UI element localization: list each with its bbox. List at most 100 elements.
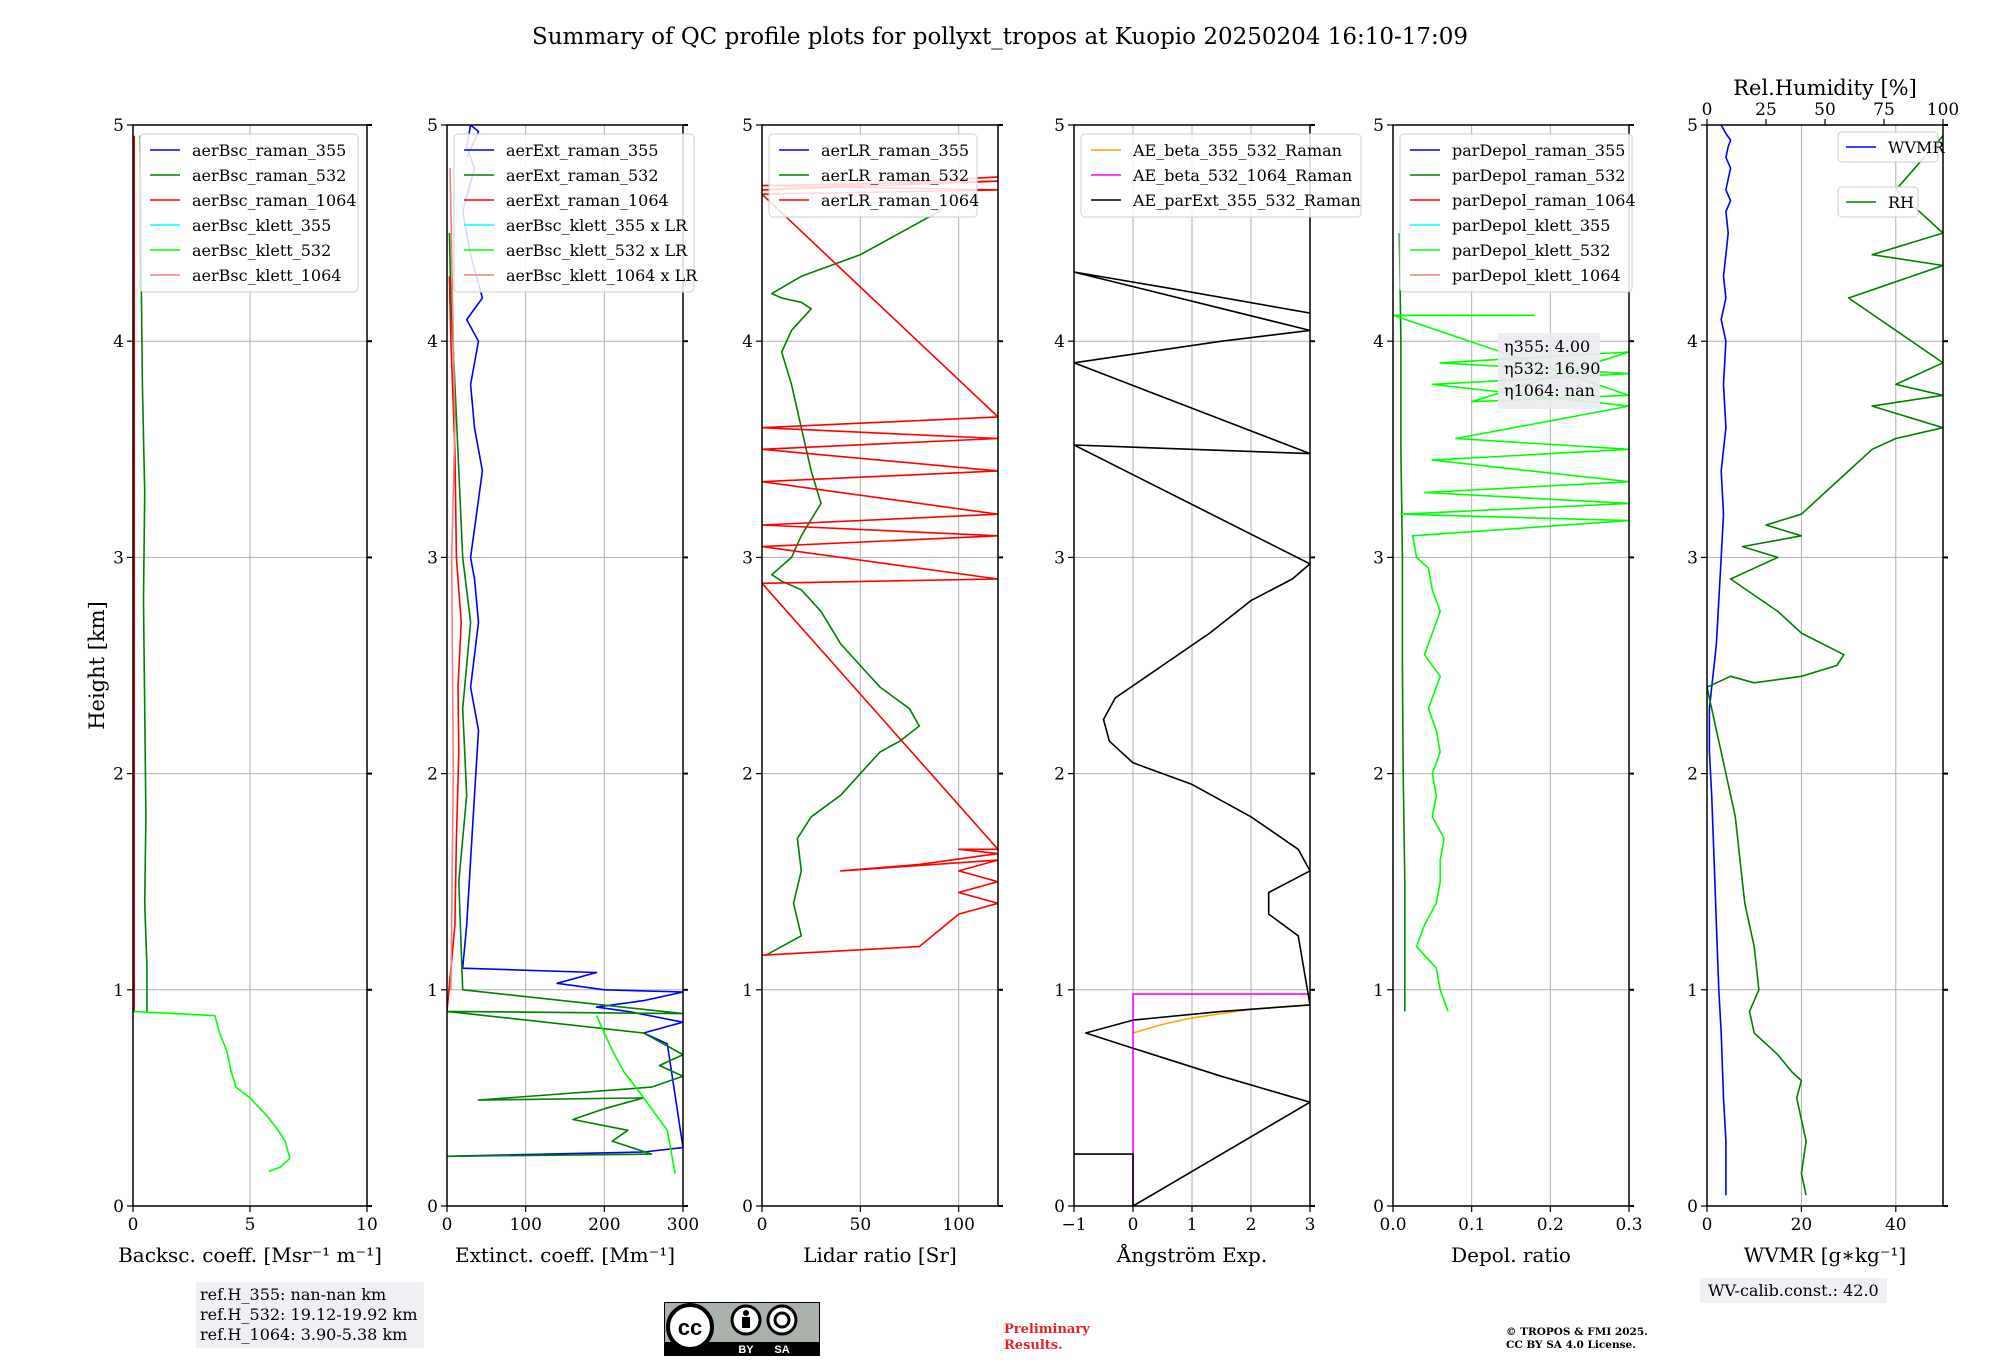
preliminary-results-label: Preliminary Results. bbox=[1004, 1322, 1090, 1354]
legend-entry: aerBsc_klett_355 bbox=[192, 216, 331, 235]
copyright-line-2: CC BY SA 4.0 License. bbox=[1506, 1339, 1636, 1351]
y-tick-label: 3 bbox=[113, 548, 124, 568]
legend-entry: parDepol_raman_355 bbox=[1452, 141, 1625, 160]
legend-entry: aerBsc_raman_1064 bbox=[192, 191, 357, 210]
eta-annotation: η355: 4.00 η532: 16.90 η1064: nan bbox=[1498, 333, 1600, 409]
legend-entry: aerBsc_klett_1064 bbox=[192, 266, 341, 285]
y-tick-label: 2 bbox=[113, 765, 124, 785]
x-tick-label: 0 bbox=[1128, 1215, 1139, 1235]
legend-entry: aerLR_raman_532 bbox=[821, 166, 969, 185]
legend-entry: aerBsc_klett_532 x LR bbox=[506, 241, 688, 260]
y-tick-label: 4 bbox=[1373, 332, 1384, 352]
legend-box bbox=[1837, 131, 1939, 163]
y-tick-label: 4 bbox=[742, 332, 753, 352]
annotation-line: η355: 4.00 bbox=[1504, 337, 1590, 356]
x-axis-label: Backsc. coeff. [Msr⁻¹ m⁻¹] bbox=[118, 1243, 382, 1267]
x-tick-label: 3 bbox=[1305, 1215, 1316, 1235]
y-tick-label: 5 bbox=[1054, 116, 1065, 136]
wv-calibration-constant: WV-calib.const.: 42.0 bbox=[1708, 1281, 1879, 1300]
legend-box bbox=[139, 133, 359, 293]
legend-box bbox=[1837, 186, 1919, 218]
legend: aerLR_raman_355 aerLR_raman_532 aerLR_rama… bbox=[768, 133, 979, 218]
grid bbox=[1706, 124, 1943, 1207]
y-tick-label: 0 bbox=[1373, 1197, 1384, 1217]
x2-tick-label: 0 bbox=[1702, 100, 1713, 120]
series-line-aerBsc_klett_532 x LR bbox=[595, 1015, 676, 1174]
figure-title: Summary of QC profile plots for pollyxt_… bbox=[532, 24, 1468, 50]
y-tick-label: 4 bbox=[427, 332, 438, 352]
y-tick-label: 0 bbox=[427, 1197, 438, 1217]
x-tick-label: 200 bbox=[588, 1215, 620, 1235]
legend-entry: RH bbox=[1888, 193, 1914, 212]
x2-tick-label: 75 bbox=[1873, 100, 1895, 120]
legend-entry: aerLR_raman_1064 bbox=[821, 191, 979, 210]
y-tick-label: 1 bbox=[427, 981, 438, 1001]
legend-entry: aerExt_raman_355 bbox=[506, 141, 659, 160]
y-tick-label: 2 bbox=[1373, 765, 1384, 785]
legend: parDepol_raman_355 parDepol_raman_532 parD… bbox=[1399, 133, 1636, 293]
series-group bbox=[133, 135, 291, 1173]
x-tick-label: 0 bbox=[442, 1215, 453, 1235]
by-label: BY bbox=[738, 1344, 754, 1356]
legend-box bbox=[453, 133, 695, 293]
subplot-5: 0.0 0.1 0.2 0.3 0 1 2 3 4 5 Depol. ratio parDepol_r… bbox=[1373, 116, 1642, 1267]
y-tick-label: 1 bbox=[113, 981, 124, 1001]
x-axis-label: Depol. ratio bbox=[1451, 1243, 1571, 1267]
y-tick-label: 3 bbox=[1687, 548, 1698, 568]
series-line-aerExt_raman_1064 bbox=[447, 276, 463, 1012]
legend-entry: aerBsc_klett_532 bbox=[192, 241, 331, 260]
annotation-box bbox=[1498, 333, 1600, 409]
y-tick-label: 3 bbox=[742, 548, 753, 568]
legend-box bbox=[1399, 133, 1633, 293]
x-tick-label: 1 bbox=[1187, 1215, 1198, 1235]
legend-entry: AE_parExt_355_532_Raman bbox=[1132, 191, 1361, 210]
subplot-3: 0 50 100 0 1 2 3 4 5 Lidar ratio [Sr] aerLR_raman_… bbox=[742, 116, 1003, 1267]
y-tick-label: 2 bbox=[1687, 765, 1698, 785]
x-tick-label: 0.3 bbox=[1615, 1215, 1642, 1235]
series-line-aerBsc_raman_532 bbox=[139, 135, 148, 1012]
axes-frame bbox=[1706, 124, 1944, 1207]
y-tick-label: 5 bbox=[1373, 116, 1384, 136]
y-tick-label: 5 bbox=[427, 116, 438, 136]
y-axis-label: Height [km] bbox=[85, 601, 109, 730]
legend-rh: RH bbox=[1837, 186, 1919, 218]
y-tick-label: 1 bbox=[1687, 981, 1698, 1001]
grid bbox=[1073, 124, 1311, 1207]
legend-entry: aerExt_raman_532 bbox=[506, 166, 659, 185]
series-line-AE_parExt_355_532_Raman bbox=[1074, 271, 1310, 1206]
legend-entry: AE_beta_532_1064_Raman bbox=[1132, 166, 1352, 185]
series-line-aerBsc_klett_1064 x LR bbox=[449, 168, 456, 990]
y-tick-label: 3 bbox=[1054, 548, 1065, 568]
sa-icon bbox=[766, 1304, 798, 1336]
x-axis-label: Lidar ratio [Sr] bbox=[803, 1243, 957, 1267]
series-line-aerExt_raman_532 bbox=[447, 233, 683, 1158]
y-tick-label: 1 bbox=[1373, 981, 1384, 1001]
x-tick-label: −1 bbox=[1061, 1215, 1086, 1235]
y-tick-label: 4 bbox=[113, 332, 124, 352]
series-group bbox=[1707, 125, 1943, 1196]
x-tick-label: 0 bbox=[1702, 1215, 1713, 1235]
legend: aerBsc_raman_355 aerBsc_raman_532 aerBsc_r… bbox=[139, 133, 359, 293]
y-tick-label: 3 bbox=[1373, 548, 1384, 568]
series-line-AE_beta_532_1064_Raman bbox=[1132, 993, 1310, 1206]
legend-entry: aerExt_raman_1064 bbox=[506, 191, 669, 210]
ref-height-355: ref.H_355: nan-nan km bbox=[200, 1285, 387, 1304]
y-tick-label: 2 bbox=[427, 765, 438, 785]
preliminary-line-2: Results. bbox=[1004, 1338, 1063, 1353]
series-line-AE_beta_355_532_Raman bbox=[1132, 1004, 1310, 1034]
y-tick-label: 5 bbox=[742, 116, 753, 136]
annotation-line: η1064: nan bbox=[1504, 381, 1595, 400]
x-tick-label: 0.0 bbox=[1379, 1215, 1406, 1235]
x-tick-label: 100 bbox=[509, 1215, 541, 1235]
series-line-WVMR bbox=[1708, 125, 1732, 1196]
legend-box bbox=[768, 133, 978, 218]
legend-entry: aerBsc_raman_532 bbox=[192, 166, 346, 185]
legend-entry: parDepol_raman_1064 bbox=[1452, 191, 1636, 210]
legend-entry: aerBsc_raman_355 bbox=[192, 141, 346, 160]
x-axis-label: Extinct. coeff. [Mm⁻¹] bbox=[455, 1243, 675, 1267]
x-tick-label: 2 bbox=[1246, 1215, 1257, 1235]
x-tick-label: 300 bbox=[667, 1215, 699, 1235]
